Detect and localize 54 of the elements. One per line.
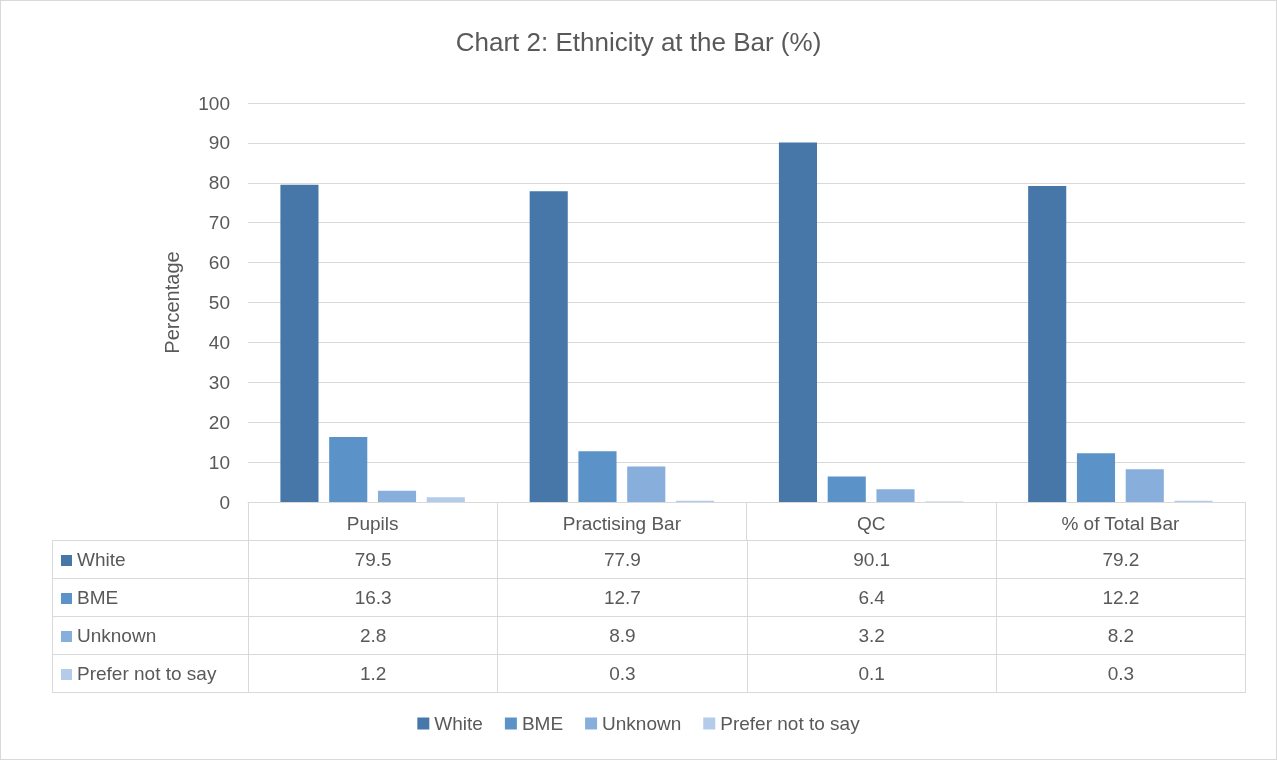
bar	[1076, 453, 1116, 502]
bar	[1028, 185, 1067, 502]
bar	[280, 184, 319, 502]
bar	[329, 436, 368, 502]
bar	[627, 466, 666, 502]
data-label: 8.2	[996, 616, 1246, 655]
y-axis-title: Percentage	[161, 251, 183, 354]
bar	[377, 490, 417, 502]
legend-label: BME	[521, 713, 564, 734]
data-label: 1.2	[248, 654, 498, 693]
data-label: 90.1	[747, 540, 997, 579]
x-tick-label: Practising Bar	[562, 513, 682, 534]
bar	[578, 451, 617, 502]
text: Prefer not to say	[77, 662, 217, 684]
y-tick-label: 70	[208, 212, 230, 234]
y-tick-label: 50	[208, 292, 230, 313]
x-tick-label: % of Total Bar	[1061, 513, 1181, 534]
text: BME	[77, 586, 119, 608]
y-tick-label: 20	[208, 411, 230, 433]
bar	[1125, 469, 1164, 502]
data-label: 79.2	[996, 540, 1246, 579]
data-label: 0.3	[497, 654, 747, 693]
y-tick-label: 0	[219, 491, 230, 513]
legend-label: White	[77, 548, 126, 570]
text: Unknown	[77, 624, 157, 646]
data-label: 3.2	[747, 616, 997, 655]
bar	[778, 142, 818, 502]
data-label: 77.9	[497, 540, 747, 579]
bar	[827, 476, 866, 502]
data-label: 79.5	[248, 540, 498, 579]
y-tick-label: 60	[208, 252, 230, 274]
x-tick-label: Pupils	[346, 513, 399, 534]
bar	[529, 191, 568, 502]
data-label: 0.3	[996, 654, 1246, 693]
data-label: 6.4	[747, 578, 997, 617]
x-tick-label: QC	[856, 513, 886, 534]
y-tick-label: 90	[208, 132, 230, 154]
y-tick-label: 10	[208, 451, 230, 473]
y-tick-label: 30	[208, 371, 230, 393]
y-tick-label: 100	[198, 92, 230, 114]
bar	[426, 497, 465, 502]
y-tick-label: 40	[208, 331, 230, 353]
legend-label: Unknown	[602, 713, 682, 734]
data-label: 12.7	[497, 578, 747, 617]
y-tick-label: 80	[208, 172, 230, 194]
bar	[876, 489, 915, 502]
legend-label: Prefer not to say	[720, 713, 861, 734]
data-label: 12.2	[996, 578, 1246, 617]
data-label: 8.9	[497, 616, 747, 655]
chart-title: Chart 2: Ethnicity at the Bar (%)	[455, 27, 822, 57]
data-label: 2.8	[248, 616, 498, 655]
text: White	[434, 713, 483, 734]
data-label: 16.3	[248, 578, 498, 617]
data-label: 0.1	[747, 654, 997, 693]
